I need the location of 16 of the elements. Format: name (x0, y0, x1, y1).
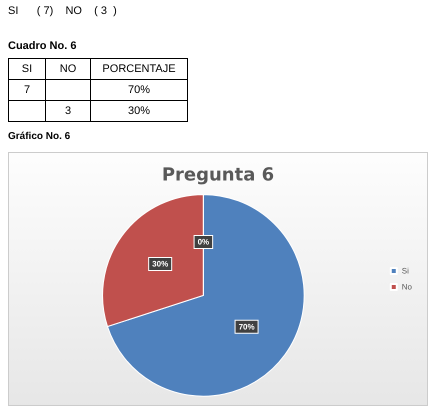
chart-title: Pregunta 6 (162, 164, 274, 186)
data-label: 70% (238, 322, 255, 332)
category-label: NO (46, 58, 90, 80)
text: 30% (128, 105, 150, 117)
text: Cuadro No. 6 (8, 40, 76, 52)
category-label: PORCENTAJE (90, 58, 188, 80)
legend-label: Si (402, 266, 410, 276)
data-label: 30% (152, 259, 168, 268)
text: Gráfico No. 6 (8, 131, 70, 142)
text: 3 (64, 105, 72, 117)
legend-label: No (402, 282, 413, 292)
text: 70% (128, 84, 150, 96)
text: 0% (198, 237, 210, 246)
text: SI ( 7) NO ( 3 ) (8, 5, 117, 17)
category-label: SI (8, 58, 46, 80)
text: 7 (24, 84, 30, 96)
